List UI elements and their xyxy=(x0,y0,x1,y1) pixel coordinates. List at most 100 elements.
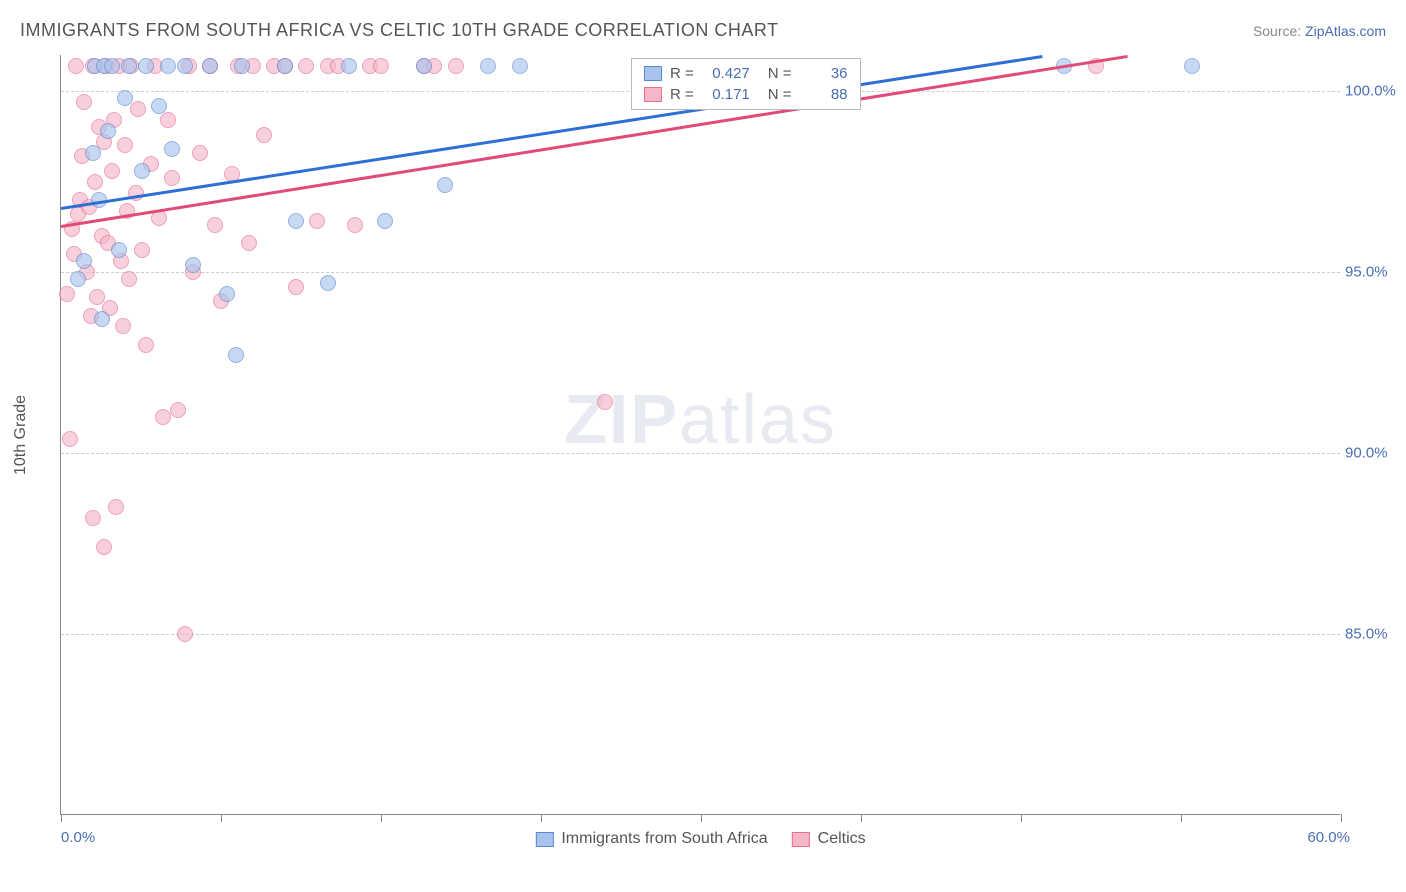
scatter-point xyxy=(597,394,613,410)
scatter-point xyxy=(437,177,453,193)
scatter-point xyxy=(320,275,336,291)
scatter-point xyxy=(448,58,464,74)
scatter-point xyxy=(373,58,389,74)
scatter-point xyxy=(177,626,193,642)
scatter-point xyxy=(164,170,180,186)
scatter-point xyxy=(1184,58,1200,74)
scatter-point xyxy=(177,58,193,74)
scatter-point xyxy=(111,242,127,258)
scatter-point xyxy=(416,58,432,74)
legend-n-label: N = xyxy=(768,65,792,82)
x-axis-max-label: 60.0% xyxy=(1307,829,1350,846)
scatter-point xyxy=(480,58,496,74)
scatter-point xyxy=(68,58,84,74)
legend-n-value: 36 xyxy=(800,65,848,82)
legend-row: R =0.171N =88 xyxy=(632,84,860,105)
scatter-point xyxy=(117,137,133,153)
y-axis-title: 10th Grade xyxy=(12,394,30,474)
x-tick xyxy=(381,814,382,822)
scatter-point xyxy=(288,279,304,295)
scatter-point xyxy=(256,127,272,143)
gridline xyxy=(61,634,1340,635)
legend-swatch xyxy=(535,832,553,847)
legend-swatch xyxy=(644,87,662,102)
y-tick-label: 85.0% xyxy=(1345,626,1400,643)
scatter-point xyxy=(59,286,75,302)
scatter-point xyxy=(155,409,171,425)
scatter-point xyxy=(76,253,92,269)
scatter-point xyxy=(94,311,110,327)
legend-n-value: 88 xyxy=(800,86,848,103)
scatter-point xyxy=(87,174,103,190)
scatter-point xyxy=(160,112,176,128)
x-tick xyxy=(861,814,862,822)
legend-row: R = 0.427 N = 36 xyxy=(632,63,860,84)
gridline xyxy=(61,453,1340,454)
header-row: IMMIGRANTS FROM SOUTH AFRICA VS CELTIC 1… xyxy=(20,20,1386,41)
scatter-point xyxy=(202,58,218,74)
scatter-point xyxy=(151,98,167,114)
scatter-point xyxy=(309,213,325,229)
scatter-point xyxy=(164,141,180,157)
scatter-point xyxy=(104,58,120,74)
legend-label: Immigrants from South Africa xyxy=(561,830,767,848)
x-tick xyxy=(1341,814,1342,822)
chart-title: IMMIGRANTS FROM SOUTH AFRICA VS CELTIC 1… xyxy=(20,20,779,41)
x-tick xyxy=(1021,814,1022,822)
scatter-point xyxy=(512,58,528,74)
legend-item: Immigrants from South Africa xyxy=(535,830,767,848)
scatter-point xyxy=(347,217,363,233)
scatter-point xyxy=(134,163,150,179)
scatter-point xyxy=(96,539,112,555)
scatter-point xyxy=(170,402,186,418)
scatter-point xyxy=(130,101,146,117)
scatter-point xyxy=(219,286,235,302)
x-tick xyxy=(701,814,702,822)
scatter-point xyxy=(298,58,314,74)
scatter-point xyxy=(377,213,393,229)
legend-swatch xyxy=(792,832,810,847)
scatter-point xyxy=(134,242,150,258)
scatter-point xyxy=(160,58,176,74)
scatter-point xyxy=(241,235,257,251)
gridline xyxy=(61,272,1340,273)
legend-r-label: R = xyxy=(670,86,694,103)
scatter-point xyxy=(104,163,120,179)
scatter-point xyxy=(277,58,293,74)
scatter-point xyxy=(117,90,133,106)
legend-label: Celtics xyxy=(818,830,866,848)
scatter-point xyxy=(76,94,92,110)
source-prefix: Source: xyxy=(1253,23,1305,39)
watermark-light: atlas xyxy=(679,380,837,458)
watermark-bold: ZIP xyxy=(564,380,679,458)
scatter-point xyxy=(185,257,201,273)
scatter-point xyxy=(108,499,124,515)
correlation-legend: R = 0.427 N = 36 R =0.171N =88 xyxy=(631,58,861,110)
legend-swatch xyxy=(644,66,662,81)
scatter-point xyxy=(288,213,304,229)
x-axis-min-label: 0.0% xyxy=(61,829,95,846)
scatter-point xyxy=(62,431,78,447)
scatter-point xyxy=(138,58,154,74)
scatter-point xyxy=(341,58,357,74)
scatter-point xyxy=(85,510,101,526)
scatter-point xyxy=(70,271,86,287)
source-attribution: Source: ZipAtlas.com xyxy=(1253,23,1386,39)
scatter-point xyxy=(138,337,154,353)
scatter-point xyxy=(192,145,208,161)
trend-line xyxy=(61,55,1128,228)
scatter-point xyxy=(121,58,137,74)
y-tick-label: 95.0% xyxy=(1345,264,1400,281)
scatter-point xyxy=(85,145,101,161)
scatter-point xyxy=(234,58,250,74)
scatter-point xyxy=(121,271,137,287)
watermark: ZIPatlas xyxy=(564,379,837,459)
legend-r-value: 0.427 xyxy=(702,65,750,82)
x-tick xyxy=(1181,814,1182,822)
y-tick-label: 100.0% xyxy=(1345,83,1400,100)
trend-line xyxy=(61,55,1043,209)
legend-r-label: R = xyxy=(670,65,694,82)
scatter-point xyxy=(100,123,116,139)
source-link[interactable]: ZipAtlas.com xyxy=(1305,23,1386,39)
scatter-point xyxy=(228,347,244,363)
